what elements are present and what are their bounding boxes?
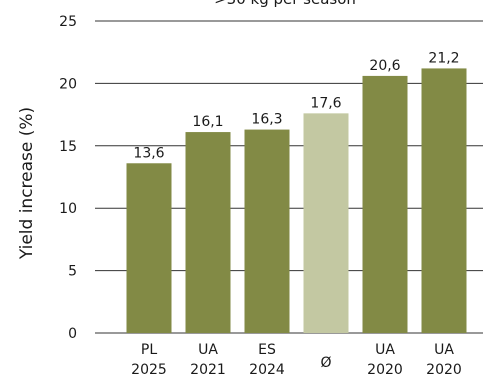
category-year-label: 2021 (190, 362, 226, 378)
bar (126, 163, 172, 333)
category-label: PL (141, 342, 157, 358)
data-labels: 13,6 16,1 16,3 17,6 20,6 21,2 (133, 50, 459, 161)
y-tick-label: 15 (59, 139, 77, 155)
bars (126, 68, 467, 334)
x-axis-categories: PL 2025 UA 2021 ES 2024 Ø UA 2020 UA 2020 (131, 342, 462, 378)
data-label: 20,6 (369, 58, 400, 74)
bar (185, 132, 231, 333)
category-year-label: 2025 (131, 362, 167, 378)
data-label: 16,1 (192, 114, 223, 130)
y-tick-label: 20 (59, 76, 77, 92)
category-year-label: 2020 (426, 362, 462, 378)
category-label: UA (198, 342, 218, 358)
y-axis-title: Yield increase (%) (17, 107, 37, 260)
category-year-label: 2020 (367, 362, 403, 378)
bar (244, 129, 290, 333)
bar (421, 68, 467, 333)
chart-title: >30 kg per season (214, 0, 356, 8)
category-year-label: 2024 (249, 362, 285, 378)
y-tick-label: 5 (68, 264, 77, 280)
y-tick-label: 0 (68, 326, 77, 342)
y-tick-label: 10 (59, 201, 77, 217)
bar (362, 75, 408, 334)
category-label: Ø (320, 355, 331, 371)
data-label: 17,6 (310, 95, 341, 111)
data-label: 21,2 (428, 50, 459, 66)
category-label: ES (258, 342, 276, 358)
data-label: 13,6 (133, 145, 164, 161)
y-tick-label: 25 (59, 14, 77, 30)
data-label: 16,3 (251, 112, 282, 128)
category-label: UA (375, 342, 395, 358)
category-label: UA (434, 342, 454, 358)
bar (303, 113, 349, 334)
y-axis-ticks: 0 5 10 15 20 25 (59, 14, 77, 342)
